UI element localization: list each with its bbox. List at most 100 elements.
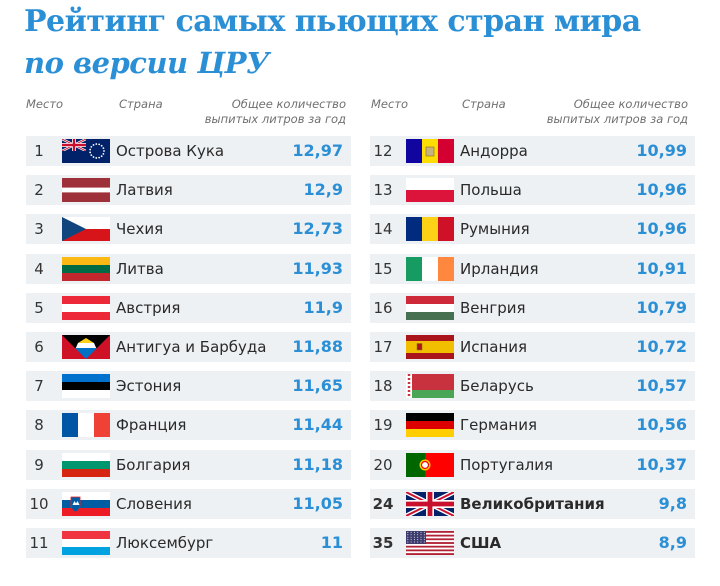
ranking-row-portugal: 20 Португалия 10,37 [370, 449, 695, 480]
rank-number: 14 [373, 220, 393, 239]
flag-andorra-icon [406, 139, 454, 163]
country-name: Эстония [116, 377, 182, 396]
rank-number: 35 [372, 533, 394, 552]
header-rank-left: Место [26, 97, 64, 111]
rank-number: 17 [373, 337, 393, 356]
flag-hungary-icon [406, 295, 454, 320]
flag-germany-icon [406, 413, 454, 438]
country-name: Румыния [460, 220, 530, 239]
country-name: Антигуа и Барбуда [116, 337, 267, 356]
rank-number: 24 [372, 494, 394, 513]
ranking-row-hungary: 16 Венгрия 10,79 [370, 292, 695, 323]
ranking-table-right: 12 Андорра 10,99 13 Польша 10,96 14 Румыния 10,9… [370, 136, 695, 567]
ranking-row-belarus: 18 Беларусь 10,57 [370, 371, 695, 402]
country-name: Острова Кука [116, 142, 225, 160]
ranking-row-bulgaria: 9 Болгария 11,18 [26, 449, 351, 480]
ranking-row-cook-islands: 1 Острова Кука 12,97 [26, 136, 351, 166]
flag-united-kingdom-icon [406, 491, 454, 516]
liters-value: 12,73 [292, 219, 343, 239]
ranking-row-andorra: 12 Андорра 10,99 [370, 136, 695, 166]
header-liters-line1: Общее количество [573, 97, 688, 111]
flag-bulgaria-icon [62, 452, 110, 477]
ranking-row-germany: 19 Германия 10,56 [370, 410, 695, 441]
liters-value: 10,72 [636, 336, 687, 356]
liters-value: 12,97 [292, 141, 343, 160]
ranking-row-austria: 5 Австрия 11,9 [26, 292, 351, 323]
ranking-row-estonia: 7 Эстония 11,65 [26, 371, 351, 402]
flag-latvia-icon [62, 178, 110, 203]
liters-value: 10,79 [636, 297, 687, 317]
header-liters-line2: выпитых литров за год [546, 112, 688, 126]
country-name: Великобритания [460, 494, 605, 513]
flag-luxembourg-icon [62, 530, 110, 555]
liters-value: 11,05 [292, 493, 343, 513]
country-name: Чехия [116, 220, 164, 239]
flag-slovenia-icon [62, 491, 110, 516]
rank-number: 13 [373, 181, 393, 200]
country-name: Австрия [116, 298, 181, 317]
rank-number: 2 [34, 181, 44, 200]
rank-number: 8 [34, 416, 44, 435]
flag-estonia-icon [62, 374, 110, 399]
ranking-row-antigua-and-barbuda: 6 Антигуа и Барбуда 11,88 [26, 331, 351, 362]
rank-number: 4 [34, 259, 44, 278]
ranking-row-czechia: 3 Чехия 12,73 [26, 214, 351, 245]
country-name: Словения [116, 494, 192, 513]
country-name: Латвия [116, 181, 173, 200]
flag-ireland-icon [406, 256, 454, 281]
country-name: Болгария [116, 455, 191, 474]
liters-value: 10,99 [636, 141, 687, 160]
flag-usa-icon [406, 530, 454, 555]
ranking-row-luxembourg: 11 Люксембург 11 [26, 527, 351, 558]
page-title: Рейтинг самых пьющих стран мира [24, 4, 641, 39]
liters-value: 9,8 [658, 493, 687, 513]
liters-value: 12,9 [303, 180, 343, 200]
header-rank-right: Место [371, 97, 409, 111]
liters-value: 11 [320, 532, 343, 552]
liters-value: 10,57 [636, 376, 687, 396]
rank-number: 12 [373, 142, 393, 160]
rank-number: 16 [373, 298, 393, 317]
ranking-table-left: 1 Острова Кука 12,97 2 Латвия 12,9 3 Чехия 12,7… [26, 136, 351, 567]
flag-cook-islands-icon [62, 139, 110, 163]
country-name: Португалия [460, 455, 554, 474]
country-name: США [460, 533, 502, 552]
ranking-row-united-kingdom: 24 Великобритания 9,8 [370, 488, 695, 519]
ranking-row-poland: 13 Польша 10,96 [370, 175, 695, 206]
rank-number: 20 [373, 455, 393, 474]
country-name: Андорра [460, 142, 528, 160]
flag-spain-icon [406, 334, 454, 359]
flag-antigua-and-barbuda-icon [62, 334, 110, 359]
rank-number: 15 [373, 259, 393, 278]
rank-number: 6 [34, 337, 44, 356]
header-liters-left: Общее количество выпитых литров за год [190, 97, 346, 127]
rank-number: 11 [29, 533, 49, 552]
ranking-row-france: 8 Франция 11,44 [26, 410, 351, 441]
rank-number: 18 [373, 377, 393, 396]
country-name: Германия [460, 416, 537, 435]
header-country-right: Страна [462, 97, 506, 111]
liters-value: 10,91 [636, 258, 687, 278]
ranking-row-latvia: 2 Латвия 12,9 [26, 175, 351, 206]
country-name: Ирландия [460, 259, 539, 278]
liters-value: 11,65 [292, 376, 343, 396]
country-name: Испания [460, 337, 528, 356]
header-liters-line2: выпитых литров за год [204, 112, 346, 126]
flag-poland-icon [406, 178, 454, 203]
liters-value: 11,93 [292, 258, 343, 278]
ranking-row-usa: 35 США 8,9 [370, 527, 695, 558]
country-name: Польша [460, 181, 522, 200]
liters-value: 11,18 [292, 454, 343, 474]
rank-number: 5 [34, 298, 44, 317]
country-name: Беларусь [460, 377, 534, 396]
liters-value: 11,9 [303, 297, 343, 317]
flag-austria-icon [62, 295, 110, 320]
liters-value: 10,96 [636, 219, 687, 239]
ranking-row-spain: 17 Испания 10,72 [370, 331, 695, 362]
liters-value: 11,44 [292, 415, 343, 435]
liters-value: 10,56 [636, 415, 687, 435]
rank-number: 3 [34, 220, 44, 239]
flag-czechia-icon [62, 217, 110, 242]
rank-number: 7 [34, 377, 44, 396]
flag-portugal-icon [406, 452, 454, 477]
